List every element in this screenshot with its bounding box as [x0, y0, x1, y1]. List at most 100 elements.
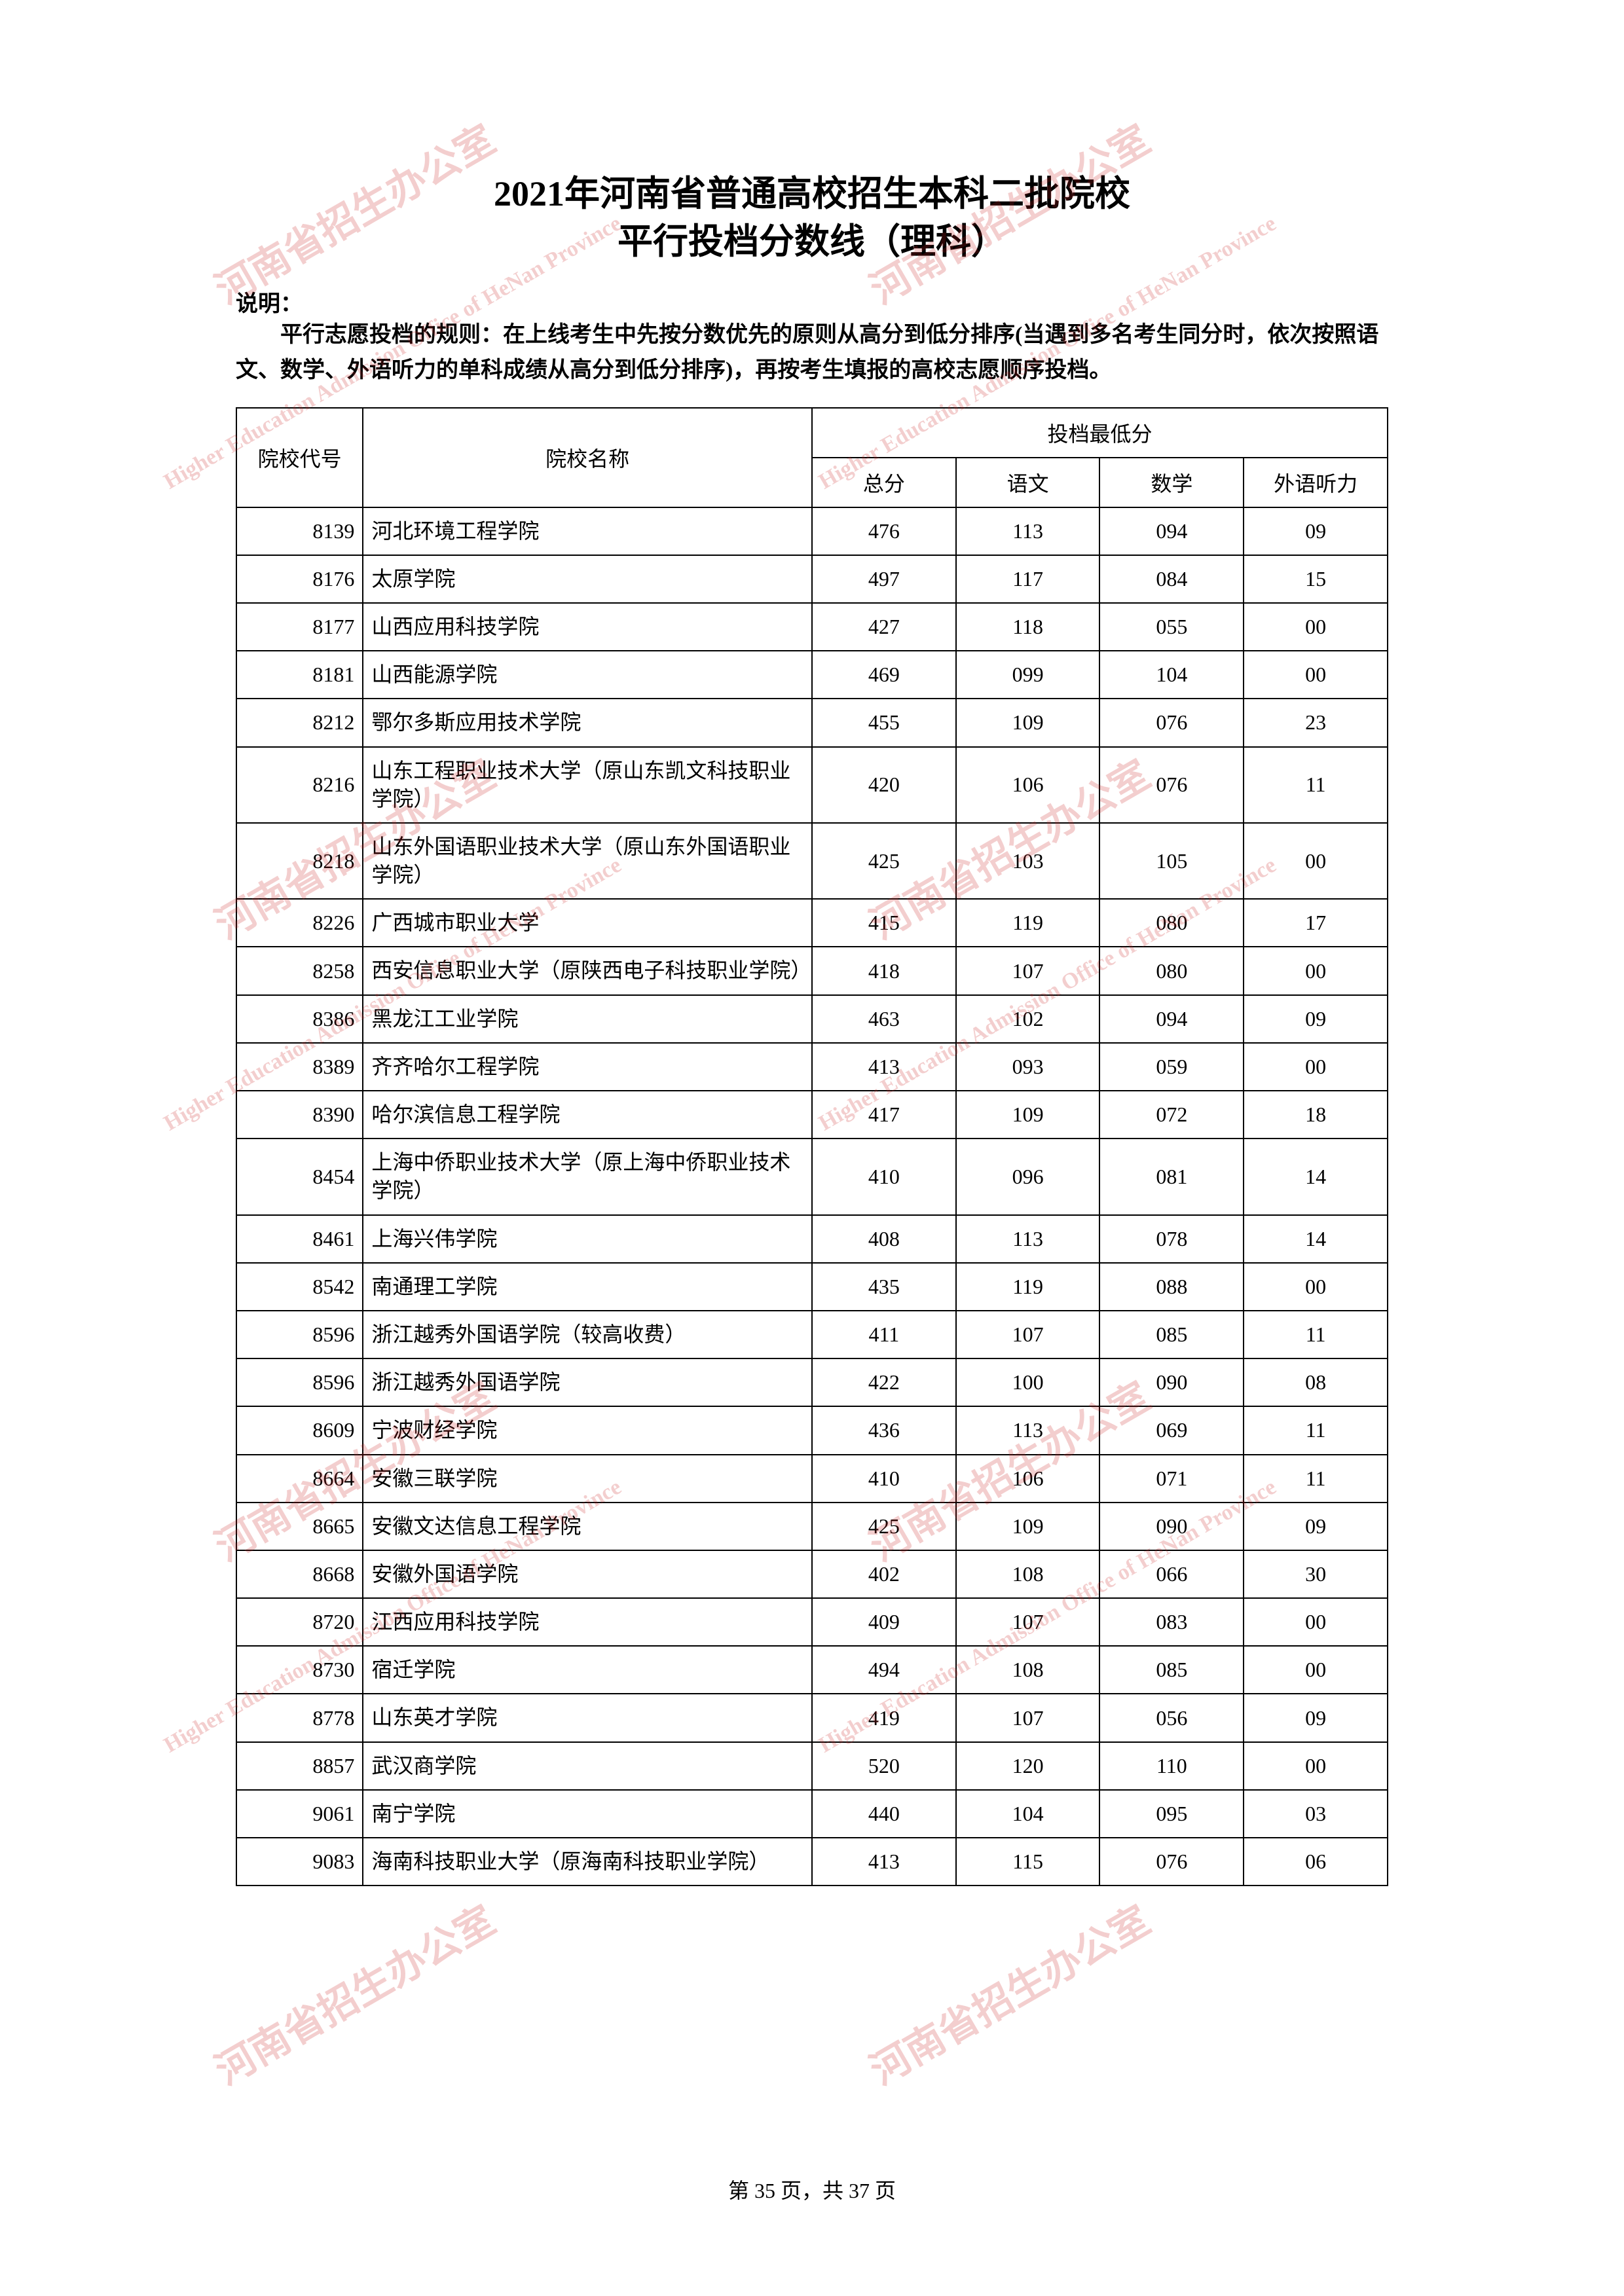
table-row: 8609宁波财经学院43611306911: [236, 1406, 1388, 1454]
table-row: 8461上海兴伟学院40811307814: [236, 1215, 1388, 1263]
cell-math: 090: [1099, 1503, 1244, 1550]
cell-name: 鄂尔多斯应用技术学院: [363, 699, 812, 746]
cell-math: 081: [1099, 1139, 1244, 1214]
page: 河南省招生办公室 河南省招生办公室 河南省招生办公室 河南省招生办公室 河南省招…: [0, 0, 1624, 2296]
cell-math: 076: [1099, 747, 1244, 823]
cell-total: 463: [812, 995, 956, 1043]
cell-listen: 23: [1244, 699, 1388, 746]
document-title: 2021年河南省普通高校招生本科二批院校 平行投档分数线（理科）: [236, 170, 1388, 266]
cell-chinese: 108: [956, 1646, 1100, 1694]
cell-code: 8596: [236, 1358, 363, 1406]
table-row: 8258西安信息职业大学（原陕西电子科技职业学院）41810708000: [236, 947, 1388, 994]
cell-listen: 14: [1244, 1139, 1388, 1214]
table-row: 8596浙江越秀外国语学院42210009008: [236, 1358, 1388, 1406]
cell-math: 080: [1099, 947, 1244, 994]
cell-chinese: 093: [956, 1043, 1100, 1091]
table-row: 8778山东英才学院41910705609: [236, 1694, 1388, 1741]
cell-code: 8177: [236, 603, 363, 651]
cell-code: 8665: [236, 1503, 363, 1550]
table-row: 8857武汉商学院52012011000: [236, 1742, 1388, 1790]
cell-code: 8668: [236, 1550, 363, 1598]
cell-code: 8216: [236, 747, 363, 823]
cell-name: 上海兴伟学院: [363, 1215, 812, 1263]
cell-math: 083: [1099, 1598, 1244, 1646]
table-row: 8454上海中侨职业技术大学（原上海中侨职业技术学院）41009608114: [236, 1139, 1388, 1214]
cell-listen: 00: [1244, 1598, 1388, 1646]
cell-name: 太原学院: [363, 555, 812, 603]
cell-code: 8730: [236, 1646, 363, 1694]
cell-math: 066: [1099, 1550, 1244, 1598]
cell-math: 078: [1099, 1215, 1244, 1263]
cell-code: 8258: [236, 947, 363, 994]
table-row: 8226广西城市职业大学41511908017: [236, 899, 1388, 947]
cell-chinese: 104: [956, 1790, 1100, 1838]
cell-total: 476: [812, 507, 956, 555]
table-row: 8596浙江越秀外国语学院（较高收费）41110708511: [236, 1311, 1388, 1358]
cell-chinese: 115: [956, 1838, 1100, 1886]
cell-listen: 08: [1244, 1358, 1388, 1406]
cell-total: 409: [812, 1598, 956, 1646]
table-head: 院校代号 院校名称 投档最低分 总分 语文 数学 外语听力: [236, 408, 1388, 507]
table-row: 8390哈尔滨信息工程学院41710907218: [236, 1091, 1388, 1139]
cell-math: 056: [1099, 1694, 1244, 1741]
table-row: 9061南宁学院44010409503: [236, 1790, 1388, 1838]
cell-chinese: 107: [956, 947, 1100, 994]
cell-chinese: 106: [956, 747, 1100, 823]
cell-math: 072: [1099, 1091, 1244, 1139]
cell-total: 494: [812, 1646, 956, 1694]
cell-listen: 09: [1244, 507, 1388, 555]
cell-total: 520: [812, 1742, 956, 1790]
cell-math: 071: [1099, 1455, 1244, 1503]
cell-code: 8176: [236, 555, 363, 603]
cell-name: 广西城市职业大学: [363, 899, 812, 947]
cell-code: 9083: [236, 1838, 363, 1886]
th-code: 院校代号: [236, 408, 363, 507]
cell-name: 山西能源学院: [363, 651, 812, 699]
cell-math: 076: [1099, 1838, 1244, 1886]
cell-name: 山东英才学院: [363, 1694, 812, 1741]
cell-math: 059: [1099, 1043, 1244, 1091]
table-row: 8389齐齐哈尔工程学院41309305900: [236, 1043, 1388, 1091]
cell-math: 084: [1099, 555, 1244, 603]
cell-math: 080: [1099, 899, 1244, 947]
table-body: 8139河北环境工程学院476113094098176太原学院497117084…: [236, 507, 1388, 1886]
cell-total: 413: [812, 1838, 956, 1886]
cell-name: 齐齐哈尔工程学院: [363, 1043, 812, 1091]
cell-listen: 11: [1244, 1455, 1388, 1503]
cell-name: 宁波财经学院: [363, 1406, 812, 1454]
table-row: 8665安徽文达信息工程学院42510909009: [236, 1503, 1388, 1550]
table-row: 8730宿迁学院49410808500: [236, 1646, 1388, 1694]
cell-chinese: 109: [956, 1503, 1100, 1550]
cell-math: 069: [1099, 1406, 1244, 1454]
cell-total: 440: [812, 1790, 956, 1838]
watermark: 河南省招生办公室: [858, 1889, 1158, 2096]
table-row: 8218山东外国语职业技术大学（原山东外国语职业学院）42510310500: [236, 823, 1388, 899]
cell-total: 425: [812, 1503, 956, 1550]
cell-total: 427: [812, 603, 956, 651]
cell-name: 武汉商学院: [363, 1742, 812, 1790]
cell-chinese: 117: [956, 555, 1100, 603]
cell-listen: 09: [1244, 1503, 1388, 1550]
cell-name: 山东外国语职业技术大学（原山东外国语职业学院）: [363, 823, 812, 899]
cell-chinese: 113: [956, 1215, 1100, 1263]
cell-chinese: 113: [956, 507, 1100, 555]
cell-listen: 17: [1244, 899, 1388, 947]
cell-math: 088: [1099, 1263, 1244, 1311]
cell-name: 宿迁学院: [363, 1646, 812, 1694]
cell-listen: 00: [1244, 1043, 1388, 1091]
cell-name: 山东工程职业技术大学（原山东凯文科技职业学院）: [363, 747, 812, 823]
cell-chinese: 118: [956, 603, 1100, 651]
cell-listen: 11: [1244, 1406, 1388, 1454]
cell-code: 8609: [236, 1406, 363, 1454]
cell-name: 哈尔滨信息工程学院: [363, 1091, 812, 1139]
cell-total: 436: [812, 1406, 956, 1454]
cell-chinese: 102: [956, 995, 1100, 1043]
table-row: 8664安徽三联学院41010607111: [236, 1455, 1388, 1503]
cell-name: 安徽文达信息工程学院: [363, 1503, 812, 1550]
cell-chinese: 120: [956, 1742, 1100, 1790]
cell-chinese: 108: [956, 1550, 1100, 1598]
table-row: 8176太原学院49711708415: [236, 555, 1388, 603]
cell-code: 8542: [236, 1263, 363, 1311]
cell-chinese: 103: [956, 823, 1100, 899]
cell-total: 413: [812, 1043, 956, 1091]
